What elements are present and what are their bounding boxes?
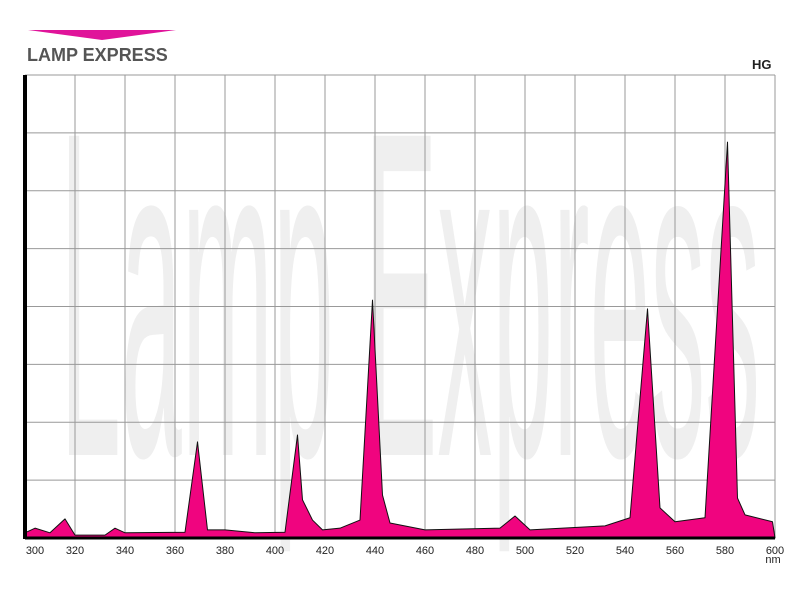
x-axis-label: nm <box>765 554 780 566</box>
x-tick-label: 440 <box>366 545 384 557</box>
x-tick-label: 560 <box>666 545 684 557</box>
x-tick-label: 600 <box>766 545 784 557</box>
x-tick-label: 400 <box>266 545 284 557</box>
x-tick-label: 320 <box>66 545 84 557</box>
spectrum-area <box>24 141 776 539</box>
chart-title: LAMP EXPRESS <box>27 45 168 65</box>
x-tick-label: 580 <box>716 545 734 557</box>
x-tick-label: 380 <box>216 545 234 557</box>
x-tick-label: 480 <box>466 545 484 557</box>
plot <box>23 75 776 540</box>
x-tick-label: 520 <box>566 545 584 557</box>
x-tick-label: 300 <box>26 545 44 557</box>
x-tick-label: 420 <box>316 545 334 557</box>
logo-shape <box>28 30 176 40</box>
x-tick-label: 540 <box>616 545 634 557</box>
annotation: HG <box>752 57 772 72</box>
x-tick-label: 500 <box>516 545 534 557</box>
x-tick-label: 360 <box>166 545 184 557</box>
x-tick-label: 340 <box>116 545 134 557</box>
x-tick-label: 460 <box>416 545 434 557</box>
